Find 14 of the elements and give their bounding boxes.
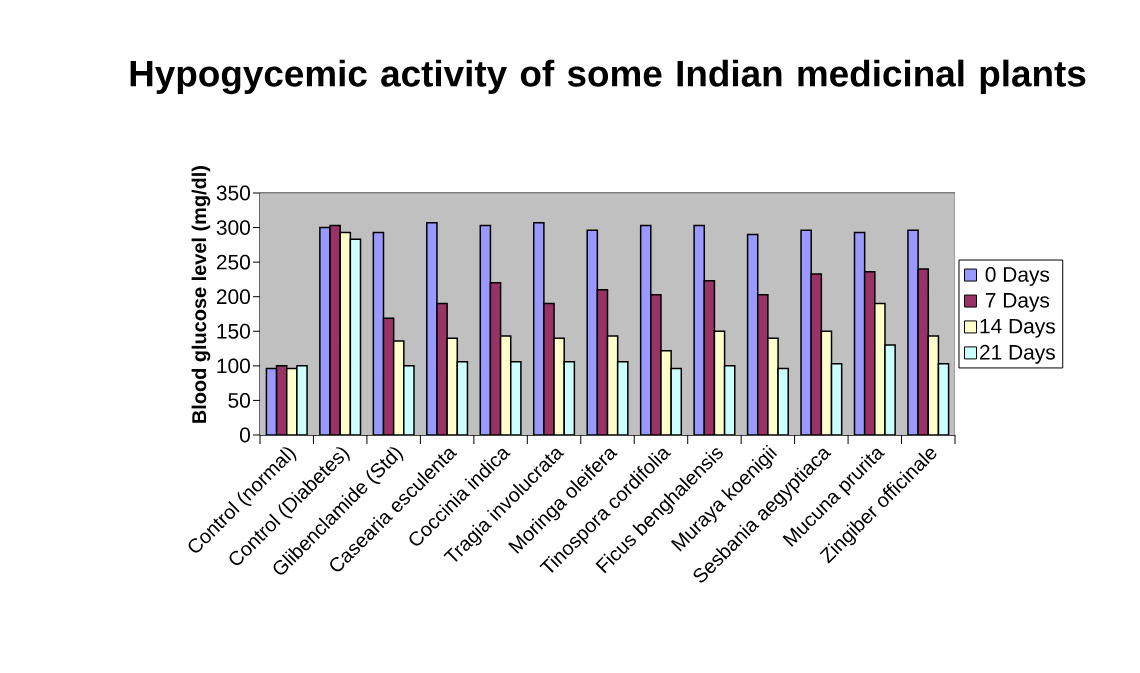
- legend-label: 0 Days: [985, 267, 1050, 286]
- y-tick-label: 200: [216, 289, 250, 305]
- legend-label: 7 Days: [985, 293, 1050, 312]
- y-tick-label: 250: [216, 254, 250, 270]
- y-tick-label: 300: [216, 220, 250, 235]
- legend-label: 14 Days: [980, 318, 1055, 338]
- y-tick-label: 50: [228, 393, 250, 408]
- y-tick-label: 150: [217, 323, 250, 339]
- y-tick-label: 350: [216, 185, 250, 201]
- y-tick-label: 0: [239, 427, 250, 443]
- y-axis-title: Blood glucose level (mg/dl): [191, 166, 211, 423]
- legend-label: 21 Days: [980, 344, 1055, 364]
- y-tick-label: 100: [217, 358, 250, 374]
- chart-title: Hypogycemic activity of some Indian medicinal plants: [130, 59, 1086, 95]
